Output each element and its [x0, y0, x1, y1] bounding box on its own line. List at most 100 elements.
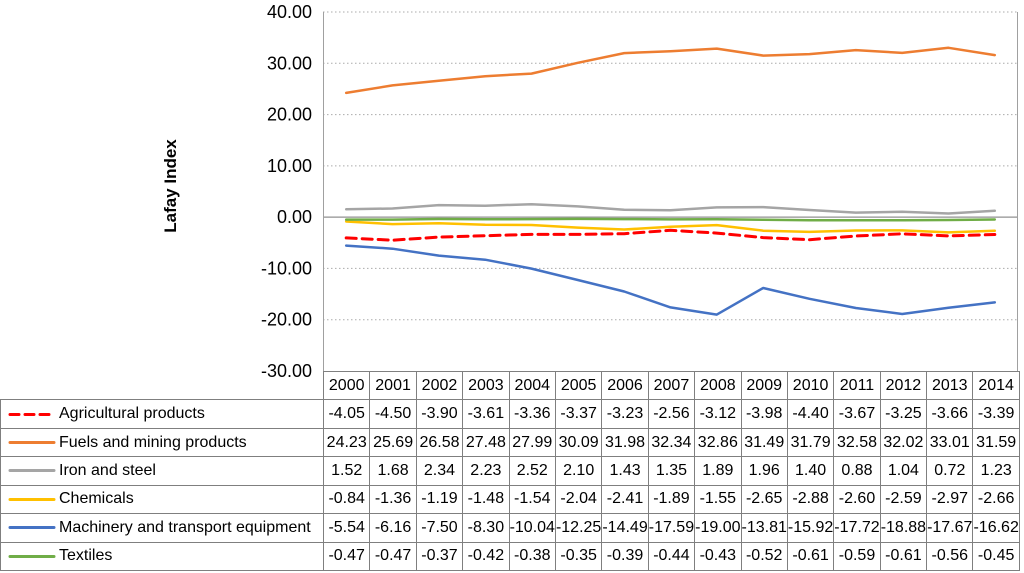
value-cell: -3.37: [554, 399, 603, 429]
value-cell: -16.62: [972, 513, 1020, 543]
y-tick-label: -30.00: [261, 361, 312, 381]
value-cell: -17.59: [647, 513, 696, 543]
value-cell: -2.66: [972, 484, 1020, 515]
year-header-cell: 2012: [879, 370, 928, 401]
value-cell: -3.36: [508, 399, 556, 429]
legend-line-icon-agricultural-products: [8, 412, 56, 416]
value-cell: 1.96: [740, 456, 788, 486]
series-legend-wrap: Textiles: [1, 543, 323, 570]
value-cell: -5.54: [322, 513, 371, 543]
table-corner-blank: [1, 372, 324, 400]
value-cell: -1.19: [415, 484, 464, 515]
value-cell: -3.23: [601, 399, 649, 429]
y-tick-label: 30.00: [267, 53, 312, 73]
value-cell: -3.67: [833, 399, 881, 429]
value-cell: 1.68: [369, 456, 417, 486]
year-header-cell: 2009: [740, 370, 788, 401]
series-line-machinery-and-transport-equipment: [344, 244, 997, 316]
series-line-chemicals: [344, 220, 997, 234]
data-table: 2000 2001 2002 2003 2004 2005 2006 2007 2008 2009…: [0, 370, 1020, 572]
value-cell: -8.30: [462, 513, 510, 543]
year-header-cell: 2002: [415, 370, 464, 401]
value-cell: 31.79: [786, 427, 835, 458]
value-cell: -0.44: [647, 541, 696, 572]
table-row-machinery-and-transport-equipment: Machinery and transport equipment -5.54 -6…: [0, 513, 1020, 543]
value-cell: -2.41: [601, 484, 649, 515]
value-cell: -19.00: [694, 513, 742, 543]
value-cell: -1.36: [369, 484, 417, 515]
series-label: Chemicals: [59, 490, 134, 508]
value-cell: -0.84: [322, 484, 371, 515]
value-cell: -6.16: [369, 513, 417, 543]
value-cell: -2.65: [740, 484, 788, 515]
value-cell: -1.54: [508, 484, 556, 515]
value-cell: -0.35: [554, 541, 603, 572]
y-tick-label: -20.00: [261, 310, 312, 330]
series-legend-wrap: Iron and steel: [1, 457, 323, 484]
table-row-agricultural-products: Agricultural products -4.05 -4.50 -3.90 -3.6…: [0, 399, 1020, 429]
value-cell: 2.52: [508, 456, 556, 486]
series-line-iron-and-steel: [344, 202, 997, 215]
y-tick-label: 10.00: [267, 156, 312, 176]
value-cell: -3.98: [740, 399, 788, 429]
series-label: Textiles: [59, 547, 113, 565]
value-cell: -2.59: [879, 484, 928, 515]
y-tick-label: 20.00: [267, 105, 312, 125]
value-cell: -0.47: [369, 541, 417, 572]
y-tick-label: 0.00: [277, 207, 312, 227]
value-cell: -3.61: [462, 399, 510, 429]
value-cell: -2.56: [647, 399, 696, 429]
value-cell: -0.45: [972, 541, 1020, 572]
value-cell: -2.60: [833, 484, 881, 515]
series-label-cell: Textiles: [0, 541, 324, 572]
value-cell: -0.37: [415, 541, 464, 572]
value-cell: -0.39: [601, 541, 649, 572]
value-cell: 1.23: [972, 456, 1020, 486]
value-cell: -10.04: [508, 513, 556, 543]
legend-line-icon-machinery-and-transport-equipment: [8, 526, 56, 530]
value-cell: -0.56: [926, 541, 974, 572]
value-cell: -1.55: [694, 484, 742, 515]
legend-line-icon-iron-and-steel: [8, 469, 56, 473]
series-label: Machinery and transport equipment: [59, 518, 311, 536]
value-cell: 2.34: [415, 456, 464, 486]
series-label: Fuels and mining products: [59, 433, 247, 451]
year-header-cell: 2007: [647, 370, 696, 401]
value-cell: 2.23: [462, 456, 510, 486]
value-cell: -17.72: [833, 513, 881, 543]
year-header-cell: 2013: [926, 370, 974, 401]
value-cell: -4.05: [322, 399, 371, 429]
value-cell: -14.49: [601, 513, 649, 543]
series-line-agricultural-products: [344, 228, 997, 242]
value-cell: -0.47: [322, 541, 371, 572]
value-cell: 27.99: [508, 427, 556, 458]
value-cell: -3.12: [694, 399, 742, 429]
value-cell: -4.50: [369, 399, 417, 429]
y-axis-title: Lafay Index: [161, 138, 181, 233]
series-legend-wrap: Fuels and mining products: [1, 429, 323, 456]
value-cell: -0.43: [694, 541, 742, 572]
value-cell: -2.88: [786, 484, 835, 515]
value-cell: -0.61: [879, 541, 928, 572]
value-cell: 0.88: [833, 456, 881, 486]
year-header-cell: 2005: [554, 370, 603, 401]
value-cell: -3.25: [879, 399, 928, 429]
year-header-row: 2000 2001 2002 2003 2004 2005 2006 2007 2008 2009…: [1, 370, 1020, 401]
series-label-cell: Fuels and mining products: [0, 427, 324, 458]
table-row-chemicals: Chemicals -0.84 -1.36 -1.19 -1.48 -1.54 -2.04-…: [0, 484, 1020, 515]
series-legend-wrap: Chemicals: [1, 486, 323, 513]
value-cell: -12.25: [554, 513, 603, 543]
table-row-iron-and-steel: Iron and steel 1.52 1.68 2.34 2.23 2.52 2.10 1.…: [0, 456, 1020, 486]
series-label: Agricultural products: [59, 405, 205, 423]
series-line-fuels-and-mining-products: [344, 46, 997, 95]
value-cell: 1.43: [601, 456, 649, 486]
value-cell: 27.48: [462, 427, 510, 458]
value-cell: 26.58: [415, 427, 464, 458]
value-cell: -4.40: [786, 399, 835, 429]
value-cell: -0.59: [833, 541, 881, 572]
series-legend-wrap: Agricultural products: [1, 400, 323, 427]
table-row-fuels-and-mining-products: Fuels and mining products 24.23 25.69 26.58…: [0, 427, 1020, 458]
series-label-cell: Machinery and transport equipment: [0, 513, 324, 543]
value-cell: -0.42: [462, 541, 510, 572]
series-label-cell: Iron and steel: [0, 456, 324, 486]
